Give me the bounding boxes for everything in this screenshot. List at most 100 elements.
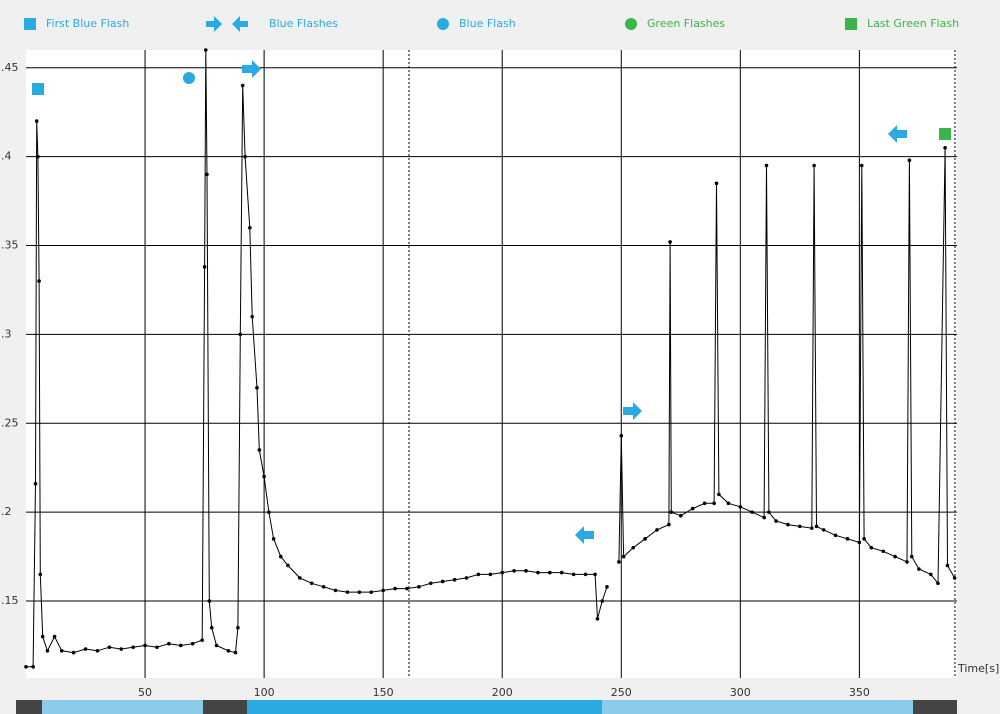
data-point — [488, 572, 493, 577]
data-point — [821, 528, 826, 532]
data-point — [500, 570, 505, 575]
data-point — [405, 586, 409, 591]
data-point — [738, 505, 743, 509]
bar-segment — [247, 700, 602, 714]
legend-label: Blue Flashes — [269, 17, 338, 30]
data-point — [250, 314, 255, 319]
data-point — [764, 163, 769, 168]
data-point — [714, 181, 719, 186]
data-point — [178, 643, 183, 648]
data-point — [34, 119, 39, 123]
data-point — [798, 524, 802, 529]
arrow-right — [623, 402, 642, 420]
series — [24, 48, 957, 669]
data-point — [45, 649, 50, 653]
data-point — [40, 634, 45, 639]
x-tick-label: 100 — [254, 686, 275, 699]
data-point — [24, 665, 28, 669]
data-point — [917, 567, 921, 571]
data-point — [278, 554, 283, 559]
arrow-left — [575, 526, 594, 544]
data-point — [119, 647, 124, 651]
data-point — [59, 649, 64, 653]
data-point — [668, 240, 672, 244]
x-tick-label: 300 — [730, 686, 751, 699]
data-point — [952, 576, 957, 580]
data-point — [393, 586, 397, 591]
data-point — [36, 154, 40, 159]
data-point — [905, 560, 909, 564]
legend-swatch — [24, 18, 36, 30]
data-point — [750, 510, 755, 514]
data-point — [464, 576, 469, 580]
data-point — [943, 145, 947, 150]
data-point — [238, 332, 243, 337]
data-point — [595, 617, 600, 621]
data-point — [809, 526, 814, 530]
data-point — [203, 48, 208, 52]
data-point — [655, 528, 659, 532]
data-point — [37, 279, 41, 283]
data-point — [862, 537, 866, 541]
legend-swatch — [437, 18, 449, 30]
data-point — [233, 650, 238, 655]
x-tick-label: 250 — [611, 686, 632, 699]
data-point — [107, 645, 112, 650]
data-point — [476, 572, 481, 577]
data-point — [907, 158, 912, 163]
arrow-right — [242, 60, 261, 78]
legend-label: Green Flashes — [647, 17, 725, 30]
data-point — [200, 638, 204, 642]
data-point — [190, 641, 195, 646]
x-tick-label: 150 — [373, 686, 394, 699]
data-point — [321, 585, 326, 589]
data-point — [617, 560, 621, 564]
data-point — [786, 522, 790, 527]
data-point — [257, 448, 262, 452]
data-point — [571, 572, 576, 577]
data-point — [345, 590, 350, 594]
data-point — [155, 645, 159, 650]
legend-label: Blue Flash — [459, 17, 516, 30]
data-point — [583, 572, 588, 577]
data-point — [262, 474, 266, 479]
data-point — [643, 537, 647, 541]
data-point — [31, 665, 35, 669]
data-point — [712, 501, 716, 506]
legend-swatch — [232, 16, 248, 32]
data-point — [774, 519, 778, 523]
data-point — [726, 501, 731, 506]
data-point — [248, 225, 252, 230]
data-point — [845, 537, 850, 541]
data-point — [945, 563, 950, 568]
x-tick-label: 200 — [492, 686, 513, 699]
y-tick-label: .25 — [1, 416, 19, 429]
data-point — [381, 588, 385, 593]
data-point — [536, 570, 540, 575]
bar-segment — [16, 700, 42, 714]
data-point — [236, 625, 240, 630]
data-point — [869, 545, 874, 550]
y-tick-label: .2 — [1, 505, 12, 518]
plot-area — [26, 50, 957, 678]
data-point — [38, 572, 43, 577]
data-point — [131, 645, 135, 650]
data-point — [512, 569, 516, 573]
data-point — [143, 643, 147, 648]
data-point — [255, 385, 259, 390]
data-point — [428, 581, 433, 586]
data-point — [702, 501, 707, 506]
data-point — [267, 510, 271, 514]
data-point — [440, 579, 445, 584]
data-point — [678, 513, 683, 518]
data-point — [857, 540, 862, 545]
y-tick-label: .15 — [1, 594, 19, 607]
bar-segment — [602, 700, 913, 714]
legend-label: First Blue Flash — [46, 17, 129, 30]
data-point — [33, 481, 38, 486]
data-point — [52, 634, 57, 639]
data-point — [524, 569, 528, 573]
data-point — [593, 572, 597, 577]
data-point — [286, 563, 290, 568]
data-point — [690, 506, 695, 511]
